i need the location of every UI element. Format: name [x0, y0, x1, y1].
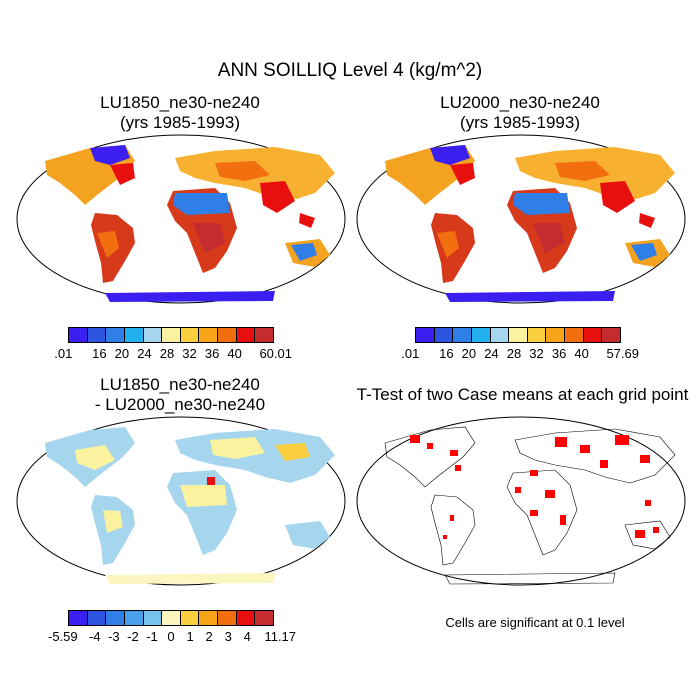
panel-3-tick: -1 [146, 629, 158, 644]
panel-2-map [356, 134, 686, 304]
panel-2-colorbar [415, 327, 621, 343]
panel-1-tick: 36 [204, 346, 220, 361]
panel-1-tick: 16 [92, 346, 107, 361]
panel-2-swatch [416, 328, 435, 342]
panel-2-swatch [527, 328, 547, 342]
panel-3-swatch [199, 611, 219, 625]
panel-2-tick: 28 [506, 346, 522, 361]
panel-3-swatch [124, 611, 144, 625]
panel-4-map [356, 416, 686, 586]
panel-2-land [385, 145, 675, 302]
panel-3-swatch [218, 611, 237, 625]
panel-2-swatch [453, 328, 472, 342]
panel-3-swatch [180, 611, 200, 625]
panel-1-swatch [180, 328, 200, 342]
panel-1-swatch [255, 328, 274, 342]
panel-1-tick: 28 [159, 346, 175, 361]
panel-3-tick [78, 629, 86, 644]
panel-2-swatch [490, 328, 510, 342]
panel-1-colorbar-labels: .01 16 20 24 28 32 36 40 60.01 [52, 346, 292, 361]
panel-1-swatch [199, 328, 219, 342]
panel-1-tick [246, 346, 260, 361]
panel-3-title-line1: LU1850_ne30-ne240 [100, 375, 260, 394]
panel-2-swatch [546, 328, 566, 342]
panel-2-tick: 32 [529, 346, 544, 361]
panel-1-tick: 60.01 [259, 346, 292, 361]
panel-2-tick: 16 [439, 346, 454, 361]
panel-3-title-line2: - LU2000_ne30-ne240 [94, 395, 266, 414]
panel-3-tick: -4 [89, 629, 101, 644]
panel-2-title: LU2000_ne30-ne240 (yrs 1985-1993) [355, 93, 685, 133]
panel-2-tick: 24 [484, 346, 499, 361]
panel-3-swatch [69, 611, 88, 625]
panel-1-tick: 24 [137, 346, 152, 361]
panel-3-swatch [87, 611, 107, 625]
panel-2-swatch [583, 328, 603, 342]
panel-4-significant-cells [410, 435, 659, 539]
panel-2-tick [422, 346, 436, 361]
panel-3-swatch [106, 611, 125, 625]
panel-3-swatch [255, 611, 274, 625]
panel-1-swatch [218, 328, 237, 342]
panel-1-tick [75, 346, 89, 361]
panel-3-tick: 4 [243, 629, 251, 644]
panel-2-colorbar-labels: .01 16 20 24 28 32 36 40 57.69 [399, 346, 639, 361]
panel-3-swatch [162, 611, 181, 625]
panel-1-swatch [87, 328, 107, 342]
panel-3-land [45, 427, 335, 584]
panel-4-title: T-Test of two Case means at each grid po… [350, 385, 695, 405]
panel-2-title-line2: (yrs 1985-1993) [459, 113, 580, 132]
panel-3-tick: -2 [127, 629, 139, 644]
panel-4-title-line1: T-Test of two Case means at each grid po… [356, 385, 689, 404]
panel-2-tick: .01 [401, 346, 420, 361]
panel-2-title-line1: LU2000_ne30-ne240 [440, 93, 600, 112]
panel-3-colorbar [68, 610, 274, 626]
panel-3-colorbar-labels: -5.59 -4 -3 -2 -1 0 1 2 3 4 11.17 [48, 629, 296, 644]
panel-1-swatch [162, 328, 181, 342]
panel-1-title-line2: (yrs 1985-1993) [119, 113, 240, 132]
panel-3-swatch [143, 611, 163, 625]
panel-2-tick: 20 [461, 346, 477, 361]
panel-2-tick: 57.69 [606, 346, 639, 361]
panel-3-tick: 0 [167, 629, 175, 644]
panel-3-tick: -3 [108, 629, 120, 644]
panel-2-swatch [602, 328, 621, 342]
panel-3-swatch [236, 611, 256, 625]
panel-3-map [16, 416, 346, 586]
panel-2-swatch [471, 328, 491, 342]
panel-1-swatch [69, 328, 88, 342]
panel-3-tick: 2 [205, 629, 213, 644]
panel-1-swatch [106, 328, 125, 342]
panel-2-swatch [509, 328, 528, 342]
panel-2-tick [593, 346, 607, 361]
panel-1-swatch [124, 328, 144, 342]
panel-3-tick: 3 [224, 629, 232, 644]
panel-3-tick: 11.17 [264, 629, 297, 644]
panel-1-title: LU1850_ne30-ne240 (yrs 1985-1993) [15, 93, 345, 133]
panel-4-outlines [384, 426, 676, 585]
panel-2-tick: 40 [574, 346, 589, 361]
panel-1-tick: 40 [227, 346, 242, 361]
panel-3-tick [257, 629, 265, 644]
panel-2-swatch [565, 328, 584, 342]
significance-note: Cells are significant at 0.1 level [445, 615, 625, 630]
panel-3-tick: 1 [186, 629, 194, 644]
panel-2-tick: 36 [551, 346, 567, 361]
panel-1-tick: .01 [54, 346, 73, 361]
panel-1-swatch [143, 328, 163, 342]
panel-1-swatch [236, 328, 256, 342]
panel-2-swatch [434, 328, 454, 342]
panel-1-tick: 32 [182, 346, 197, 361]
panel-1-title-line1: LU1850_ne30-ne240 [100, 93, 260, 112]
panel-1-land [45, 145, 335, 302]
panel-1-tick: 20 [114, 346, 130, 361]
panel-3-tick: -5.59 [48, 629, 78, 644]
panel-1-colorbar [68, 327, 274, 343]
panel-3-title: LU1850_ne30-ne240 - LU2000_ne30-ne240 [15, 375, 345, 415]
panel-1-map [16, 134, 346, 304]
figure-title: ANN SOILLIQ Level 4 (kg/m^2) [217, 60, 483, 81]
